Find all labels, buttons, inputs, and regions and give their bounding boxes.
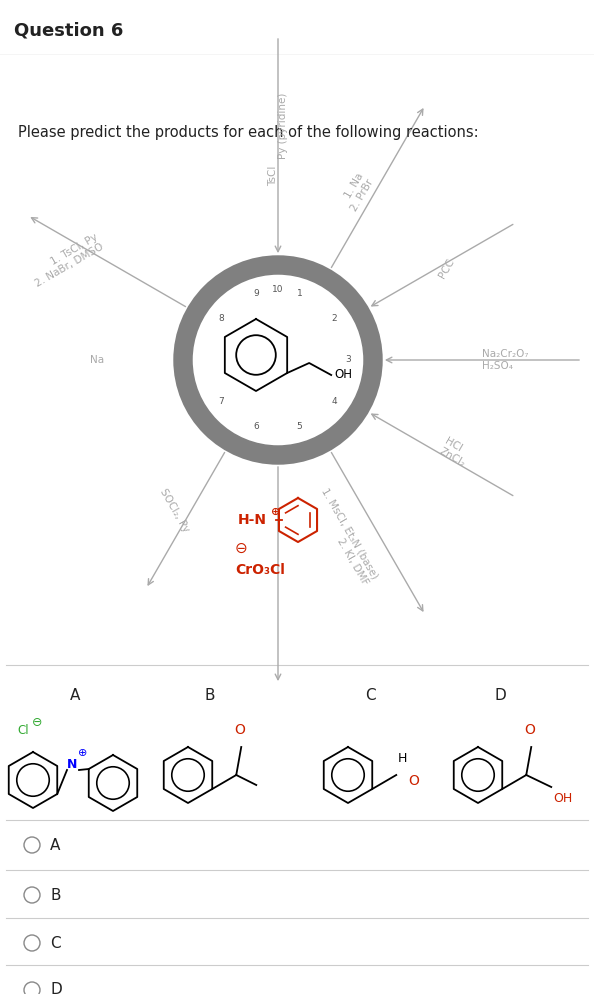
Text: O: O <box>524 723 535 737</box>
Text: O: O <box>408 774 419 788</box>
Text: ⊖: ⊖ <box>235 541 248 556</box>
Text: Please predict the products for each of the following reactions:: Please predict the products for each of … <box>18 125 479 140</box>
Text: H-N: H-N <box>238 513 267 527</box>
Text: C: C <box>50 935 61 950</box>
Text: OH: OH <box>334 369 352 382</box>
Circle shape <box>24 935 40 951</box>
Text: N: N <box>67 758 77 771</box>
Circle shape <box>24 837 40 853</box>
Text: 1: 1 <box>297 289 302 298</box>
Text: HCl
ZnCl₂: HCl ZnCl₂ <box>437 435 473 468</box>
Circle shape <box>24 982 40 994</box>
Text: D: D <box>50 982 62 994</box>
Text: Na: Na <box>90 355 104 365</box>
Text: OH: OH <box>553 792 573 805</box>
Text: 10: 10 <box>272 285 284 294</box>
Text: Cl: Cl <box>17 724 29 737</box>
Text: 2: 2 <box>332 314 337 323</box>
Circle shape <box>183 265 373 455</box>
Text: H: H <box>398 752 407 765</box>
Text: Na₂Cr₂O₇
H₂SO₄: Na₂Cr₂O₇ H₂SO₄ <box>482 349 529 371</box>
Text: CrO₃Cl: CrO₃Cl <box>235 563 285 577</box>
Text: B: B <box>50 888 61 903</box>
Text: C: C <box>365 688 375 703</box>
Text: PCC: PCC <box>437 256 457 279</box>
Text: ⊕: ⊕ <box>78 748 88 758</box>
Text: 7: 7 <box>219 397 225 406</box>
Text: 1. Na
2. PrBr: 1. Na 2. PrBr <box>339 171 375 213</box>
Text: 1. TsCl, Py
2. NaBr, DMSO: 1. TsCl, Py 2. NaBr, DMSO <box>28 232 106 289</box>
Circle shape <box>24 887 40 903</box>
Text: 3: 3 <box>345 356 351 365</box>
Text: B: B <box>205 688 215 703</box>
Text: ⊖: ⊖ <box>31 717 42 730</box>
Text: 4: 4 <box>332 397 337 406</box>
Text: O: O <box>234 723 245 737</box>
Text: D: D <box>494 688 506 703</box>
Text: SOCl₂, Py: SOCl₂, Py <box>158 487 191 534</box>
Text: 9: 9 <box>254 289 259 298</box>
Text: Question 6: Question 6 <box>14 21 124 39</box>
Text: ⊕: ⊕ <box>271 507 281 517</box>
Text: 8: 8 <box>219 314 225 323</box>
Text: 5: 5 <box>297 422 302 431</box>
Text: A: A <box>50 838 61 853</box>
Text: 6: 6 <box>254 422 259 431</box>
Text: A: A <box>70 688 80 703</box>
Text: TsCl: TsCl <box>268 166 278 186</box>
Text: 1. MsCl, Et₃N (base)
2. KI, DMF: 1. MsCl, Et₃N (base) 2. KI, DMF <box>309 486 380 586</box>
Text: Py (pyridine): Py (pyridine) <box>278 92 288 159</box>
